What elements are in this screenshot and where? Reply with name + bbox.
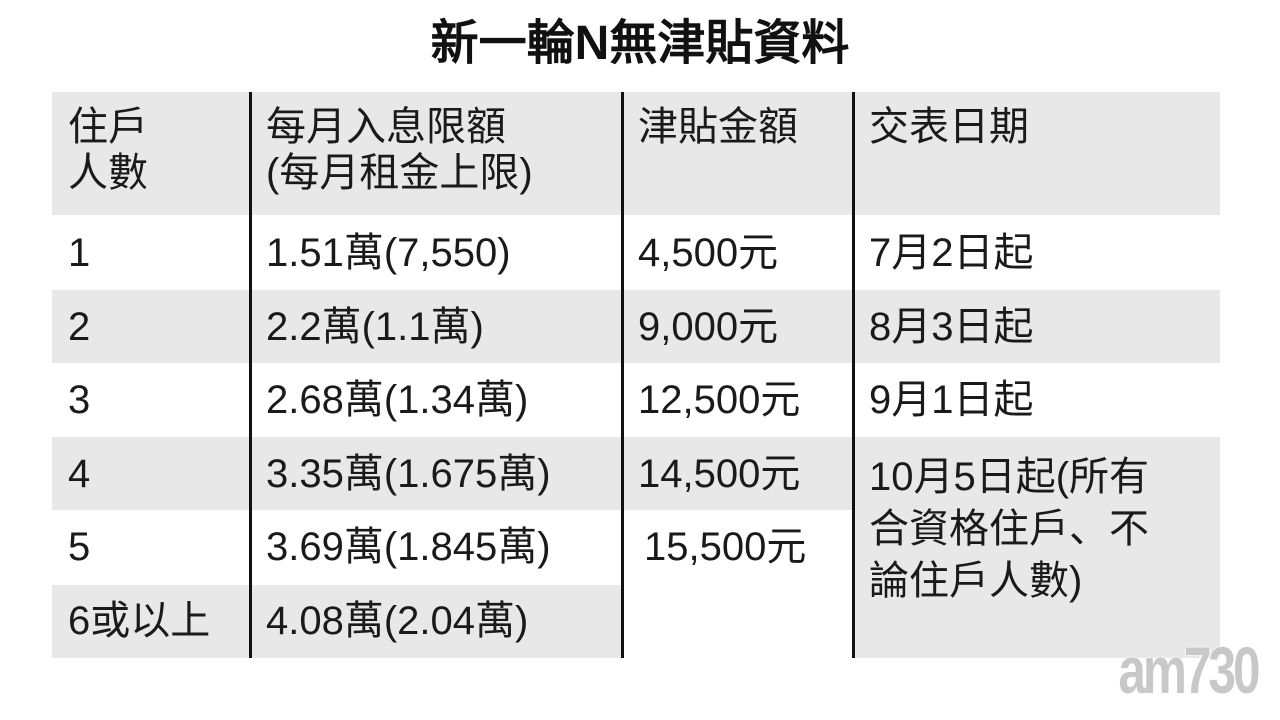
row-2-bg — [52, 290, 1220, 363]
cell-subsidy-merged: 15,500元 — [644, 525, 807, 569]
cell-subsidy: 14,500元 — [638, 452, 801, 496]
column-divider — [852, 92, 855, 658]
header-date: 交表日期 — [869, 105, 1029, 149]
header-row-bg — [52, 92, 1220, 215]
cell-income-limit: 2.2萬(1.1萬) — [266, 305, 484, 349]
cell-household: 1 — [68, 231, 91, 275]
cell-household: 2 — [68, 305, 91, 349]
cell-subsidy: 12,500元 — [638, 378, 801, 422]
row-6-bg — [52, 585, 622, 658]
cell-subsidy: 4,500元 — [638, 231, 779, 275]
cell-household: 3 — [68, 378, 91, 422]
cell-income-limit: 3.35萬(1.675萬) — [266, 452, 551, 496]
merged-date-bg — [853, 437, 1220, 658]
cell-date-merged: 10月5日起(所有 合資格住戶、不 論住戶人數) — [869, 455, 1150, 603]
column-divider — [621, 92, 624, 658]
header-subsidy: 津貼金額 — [638, 105, 798, 149]
cell-income-limit: 3.69萬(1.845萬) — [266, 525, 551, 569]
cell-subsidy: 9,000元 — [638, 305, 779, 349]
cell-income-limit: 2.68萬(1.34萬) — [266, 378, 529, 422]
cell-income-limit: 4.08萬(2.04萬) — [266, 599, 529, 643]
cell-household: 6或以上 — [68, 599, 211, 643]
column-divider — [249, 92, 252, 658]
row-4-bg — [52, 437, 853, 510]
watermark-logo: am730 — [1118, 633, 1261, 707]
cell-date: 8月3日起 — [869, 305, 1034, 349]
header-household: 住戶 人數 — [68, 105, 148, 195]
cell-date: 7月2日起 — [869, 231, 1034, 275]
cell-household: 4 — [68, 452, 91, 496]
cell-income-limit: 1.51萬(7,550) — [266, 231, 511, 275]
page-title: 新一輪N無津貼資料 — [430, 17, 850, 70]
cell-household: 5 — [68, 525, 91, 569]
cell-date: 9月1日起 — [869, 378, 1034, 422]
header-income-limit: 每月入息限額 (每月租金上限) — [266, 105, 533, 195]
